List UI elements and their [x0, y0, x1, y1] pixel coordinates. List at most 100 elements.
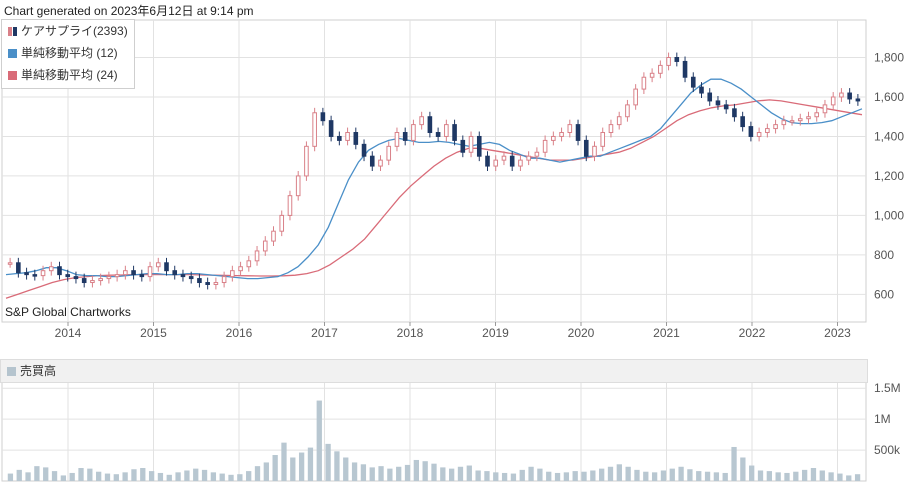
candle-body	[328, 120, 334, 137]
candle-body	[658, 64, 663, 74]
candle-body	[674, 57, 680, 62]
candle-body	[131, 270, 136, 276]
candle-body	[501, 155, 507, 161]
volume-bar	[78, 468, 84, 481]
volume-bar	[651, 472, 658, 481]
volume-bar	[87, 468, 93, 481]
volume-bar	[466, 465, 472, 481]
candle-body	[748, 126, 754, 137]
volume-bar	[404, 464, 411, 481]
candle-body	[402, 132, 408, 141]
volume-bar	[475, 470, 481, 481]
candle-body	[320, 112, 326, 122]
price-grid	[1, 19, 867, 323]
volume-bar	[678, 466, 684, 481]
volume-bar	[201, 469, 208, 481]
candle-body	[723, 104, 729, 110]
candle-body	[641, 76, 647, 90]
volume-bar	[546, 471, 552, 481]
volume-tick-label: 500k	[874, 443, 901, 457]
candle-body	[625, 104, 630, 118]
volume-bar	[687, 469, 693, 481]
candle-body	[147, 266, 153, 278]
volume-bar	[228, 474, 234, 481]
candle-body	[205, 282, 210, 285]
ma12-swatch	[8, 49, 17, 58]
candle-body	[715, 100, 721, 106]
volume-bar	[246, 471, 252, 481]
volume-bar	[581, 471, 587, 481]
x-tick-label: 2015	[140, 326, 167, 340]
candle-body	[666, 57, 671, 66]
volume-bar	[184, 470, 190, 481]
volume-bar	[69, 472, 75, 481]
candle-body	[98, 278, 103, 282]
candle-body	[839, 92, 844, 98]
volume-bar	[801, 469, 808, 481]
legend-label-ma12: 単純移動平均 (12)	[21, 46, 118, 60]
candle-body	[16, 262, 21, 274]
candle-body	[164, 262, 169, 272]
legend-item-ma24[interactable]: 単純移動平均 (24)	[2, 64, 134, 86]
candle-body	[526, 155, 531, 161]
chart-generated-text: Chart generated on 2023年6月12日 at 9:14 pm	[4, 4, 254, 18]
candle-body	[221, 276, 227, 284]
volume-bar	[131, 469, 137, 481]
volume-bar	[846, 475, 852, 481]
candle-body	[139, 274, 145, 278]
candle-body	[649, 72, 655, 78]
volume-bar	[828, 472, 834, 481]
volume-bar	[104, 473, 111, 481]
volume-bar	[634, 469, 640, 481]
candle-body	[411, 124, 416, 141]
volume-bar	[484, 471, 490, 481]
candle-body	[254, 250, 260, 262]
candle-body	[197, 278, 202, 284]
volume-bar	[175, 472, 181, 481]
volume-bar	[431, 463, 437, 481]
volume-bar	[854, 474, 861, 481]
x-tick-label: 2020	[568, 326, 595, 340]
candle-up-swatch	[8, 27, 12, 36]
volume-bar	[528, 466, 534, 481]
candle-body	[847, 92, 852, 100]
candle-body	[155, 262, 161, 268]
candle-body	[551, 135, 556, 141]
volume-bar	[396, 466, 402, 481]
volume-bar	[122, 472, 128, 481]
candle-body	[106, 276, 112, 280]
candle-body	[419, 116, 424, 126]
volume-y-axis: 500k 1M 1.5M	[874, 381, 901, 457]
candle-body	[682, 60, 688, 78]
candle-body	[24, 272, 29, 276]
volume-bar	[519, 469, 525, 481]
volume-bar	[157, 472, 164, 481]
volume-bar	[537, 468, 543, 481]
candle-body	[57, 266, 62, 276]
legend-item-ma12[interactable]: 単純移動平均 (12)	[2, 42, 134, 64]
volume-bar	[501, 472, 508, 481]
x-tick-label: 2023	[824, 326, 851, 340]
volume-bar	[449, 468, 455, 481]
volume-bar	[272, 455, 278, 481]
candle-body	[567, 124, 573, 134]
candle-body	[559, 132, 564, 137]
volume-bar	[643, 471, 649, 481]
x-tick-label: 2022	[739, 326, 766, 340]
candle-body	[279, 214, 285, 232]
candle-body	[542, 139, 548, 153]
candle-body	[797, 118, 803, 122]
volume-bar	[51, 471, 58, 481]
volume-bar	[810, 468, 817, 481]
candle-body	[213, 282, 219, 285]
volume-bar	[387, 468, 393, 481]
volume-bar	[413, 459, 419, 481]
legend-item-price[interactable]: ケアサプライ(2393)	[2, 20, 134, 42]
volume-bar	[440, 467, 446, 481]
x-tick-label: 2021	[653, 326, 680, 340]
candle-body	[361, 143, 367, 157]
candle-body	[386, 145, 392, 161]
candle-body	[48, 266, 54, 272]
volume-bar	[140, 468, 146, 481]
